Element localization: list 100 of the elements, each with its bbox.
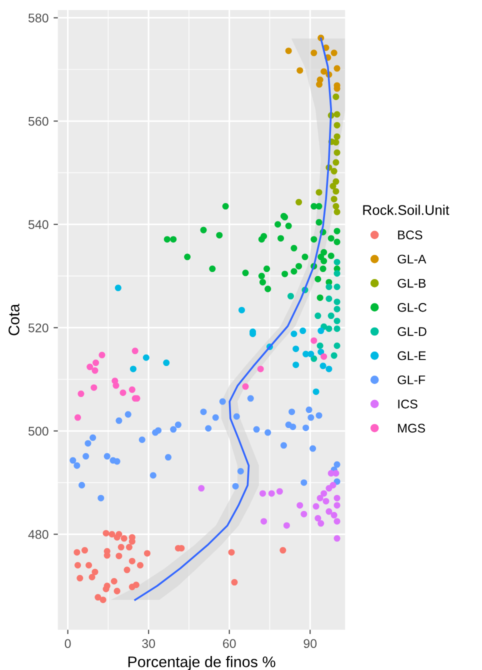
point xyxy=(330,482,336,488)
point xyxy=(288,408,296,416)
point xyxy=(228,549,235,556)
point xyxy=(126,544,132,550)
point xyxy=(112,382,120,389)
point xyxy=(308,350,314,358)
point xyxy=(264,286,272,292)
point xyxy=(330,182,336,190)
point xyxy=(287,292,294,300)
point xyxy=(296,502,304,509)
point xyxy=(332,188,340,195)
point xyxy=(310,445,316,452)
point xyxy=(316,219,322,226)
point xyxy=(144,550,150,557)
point xyxy=(260,518,268,525)
point xyxy=(332,203,340,210)
point xyxy=(334,284,340,290)
y-tick-label: 500 xyxy=(28,426,48,436)
point xyxy=(290,244,298,252)
point xyxy=(292,346,300,352)
point xyxy=(74,462,80,469)
point xyxy=(334,325,340,332)
point xyxy=(308,414,314,421)
point xyxy=(74,549,80,556)
point xyxy=(170,426,177,433)
point xyxy=(264,266,270,272)
y-axis-title: Cota xyxy=(8,304,20,336)
point xyxy=(130,366,136,372)
point xyxy=(120,389,126,396)
x-tick-label: 90 xyxy=(304,639,317,648)
point xyxy=(330,512,338,518)
point xyxy=(216,232,223,238)
point xyxy=(330,50,338,56)
point xyxy=(268,490,275,497)
point xyxy=(274,221,282,228)
point xyxy=(310,50,318,56)
point xyxy=(136,562,144,568)
point xyxy=(278,235,284,242)
point xyxy=(86,562,92,568)
point xyxy=(242,270,249,276)
point xyxy=(74,562,82,568)
point xyxy=(88,574,96,580)
point xyxy=(326,366,332,372)
point xyxy=(328,235,334,242)
point xyxy=(332,159,340,166)
point xyxy=(78,390,84,398)
point xyxy=(334,228,340,234)
y-tick-label: 560 xyxy=(28,116,48,126)
point xyxy=(334,122,340,128)
point xyxy=(124,566,130,574)
point xyxy=(322,498,330,504)
point xyxy=(326,295,332,302)
point xyxy=(242,383,249,390)
point xyxy=(310,337,318,344)
point xyxy=(320,68,328,75)
point xyxy=(258,272,265,280)
point xyxy=(114,458,120,465)
point xyxy=(328,252,334,260)
point xyxy=(132,348,138,354)
point xyxy=(108,531,116,538)
point xyxy=(334,535,340,542)
point xyxy=(253,426,260,433)
point xyxy=(330,352,338,359)
point xyxy=(306,406,312,414)
point xyxy=(328,312,334,320)
point xyxy=(334,306,340,312)
point xyxy=(128,538,136,545)
point xyxy=(259,490,266,497)
point xyxy=(232,482,239,490)
point xyxy=(334,111,340,118)
point xyxy=(128,386,136,393)
point xyxy=(257,366,264,372)
point xyxy=(316,203,322,210)
point xyxy=(296,198,302,206)
point xyxy=(296,262,302,270)
point xyxy=(82,547,88,554)
point xyxy=(290,268,298,275)
point xyxy=(334,270,340,277)
y-tick-label: 540 xyxy=(28,220,48,230)
point xyxy=(90,384,98,391)
point xyxy=(222,203,229,210)
point xyxy=(330,196,338,202)
point xyxy=(326,325,332,332)
point xyxy=(280,442,287,449)
legend-label: GL-C xyxy=(398,303,426,312)
point xyxy=(114,588,120,594)
point xyxy=(231,579,238,586)
point xyxy=(280,547,286,554)
point xyxy=(118,544,124,550)
point xyxy=(316,494,324,502)
legend-label: BCS xyxy=(398,230,422,240)
point xyxy=(205,425,212,432)
point xyxy=(300,328,306,334)
point xyxy=(114,284,122,292)
point xyxy=(300,479,308,486)
legend-label: GL-F xyxy=(398,375,426,384)
point xyxy=(334,518,340,525)
point xyxy=(332,94,340,100)
point xyxy=(334,318,340,324)
point xyxy=(318,348,324,356)
